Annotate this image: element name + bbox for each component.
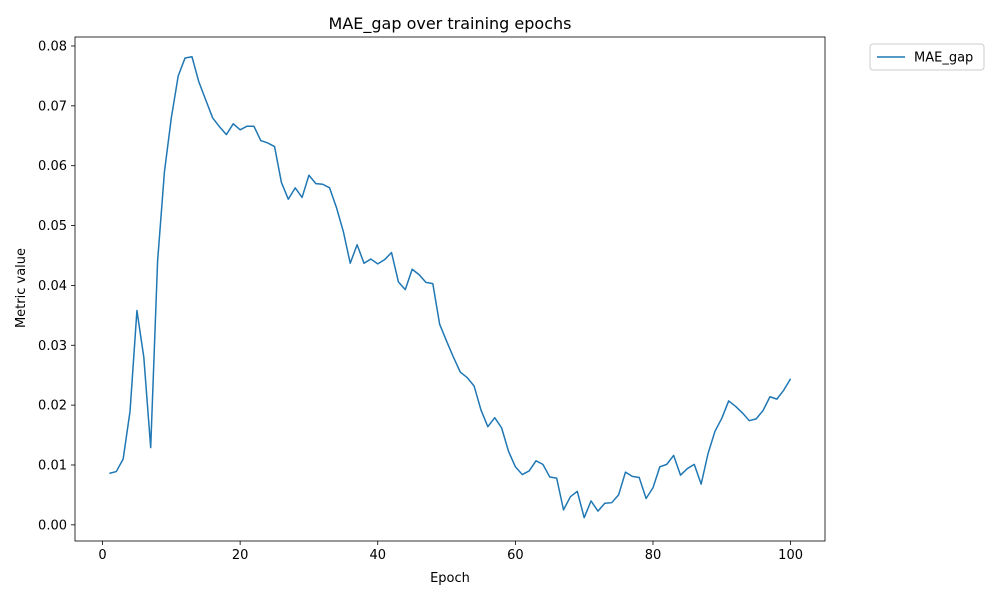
legend: MAE_gap bbox=[869, 43, 985, 71]
y-tick-label: 0.02 bbox=[38, 399, 67, 414]
x-tick-label: 40 bbox=[369, 548, 386, 563]
series-line-mae-gap bbox=[109, 56, 792, 519]
legend-label: MAE_gap bbox=[914, 51, 973, 66]
y-tick-label: 0.01 bbox=[38, 458, 67, 473]
y-tick-label: 0.06 bbox=[38, 159, 67, 174]
y-tick-label: 0.00 bbox=[38, 518, 67, 533]
legend-box bbox=[869, 43, 985, 71]
x-tick-label: 100 bbox=[778, 548, 803, 563]
axes-frame bbox=[74, 36, 826, 542]
x-tick-label: 0 bbox=[98, 548, 106, 563]
plot-area bbox=[109, 56, 792, 519]
x-tick-label: 20 bbox=[232, 548, 249, 563]
y-tick-label: 0.08 bbox=[38, 39, 67, 54]
x-tick-label: 80 bbox=[645, 548, 662, 563]
y-tick-label: 0.04 bbox=[38, 279, 67, 294]
y-tick-label: 0.07 bbox=[38, 99, 67, 114]
x-axis-label: Epoch bbox=[430, 571, 470, 586]
y-tick-label: 0.03 bbox=[38, 339, 67, 354]
y-tick-label: 0.05 bbox=[38, 219, 67, 234]
chart-title: MAE_gap over training epochs bbox=[329, 14, 572, 34]
x-tick-label: 60 bbox=[507, 548, 524, 563]
y-axis-label: Metric value bbox=[14, 248, 29, 328]
axes: 0 20 40 60 80 100 0.00 0.01 0.02 0.03 0.04 0.05 0.06… bbox=[38, 36, 826, 563]
